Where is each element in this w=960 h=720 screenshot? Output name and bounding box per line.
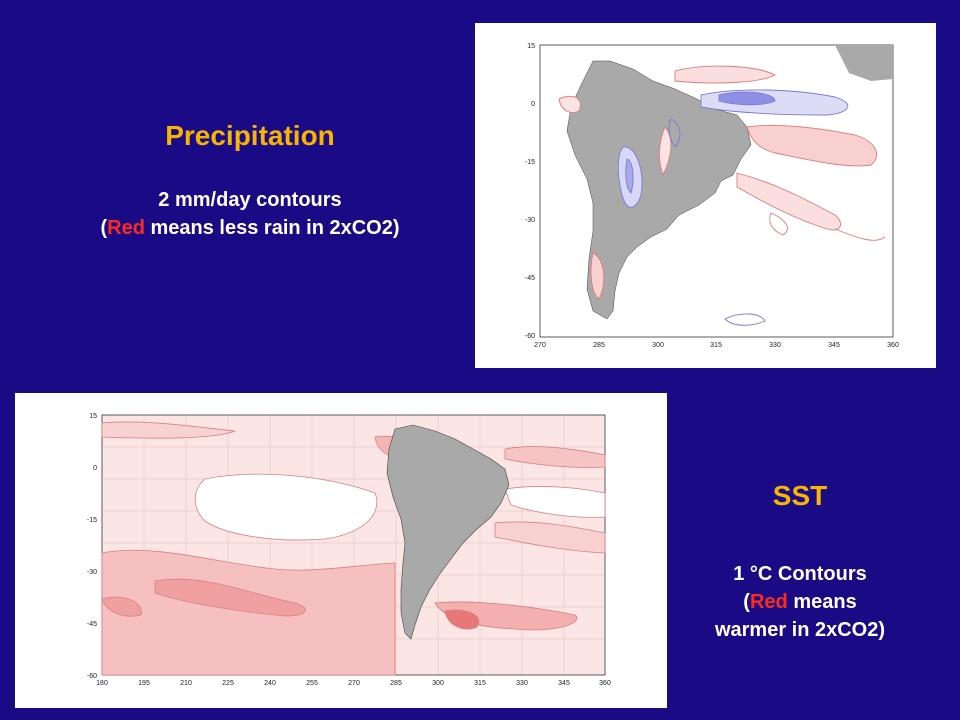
y-tick: -15: [87, 517, 97, 524]
precipitation-blue-contours: [617, 89, 849, 326]
sst-red-contours: [101, 421, 606, 676]
precipitation-line-2: (Red means less rain in 2xCO2): [40, 214, 460, 242]
sst-map-panel: 15 0 -15 -30 -45 -60 180 195 210 225 240…: [15, 393, 667, 708]
x-tick: 285: [593, 342, 605, 349]
y-tick: 15: [89, 413, 97, 420]
x-tick: 225: [222, 680, 234, 687]
sst-map: 15 0 -15 -30 -45 -60 180 195 210 225 240…: [87, 413, 611, 687]
x-tick: 345: [828, 342, 840, 349]
precipitation-red-word: Red: [107, 217, 145, 239]
x-tick: 345: [558, 680, 570, 687]
y-tick: 15: [527, 43, 535, 50]
x-tick: 300: [432, 680, 444, 687]
precipitation-title: Precipitation: [165, 120, 335, 151]
y-tick: -60: [87, 673, 97, 680]
x-tick: 270: [348, 680, 360, 687]
sst-neutral-region: [194, 473, 378, 541]
sst-description: 1 °C Contours (Red means warmer in 2xCO2…: [670, 560, 930, 644]
y-tick: -15: [525, 159, 535, 166]
x-tick: 210: [180, 680, 192, 687]
x-tick: 270: [534, 342, 546, 349]
precipitation-paren: (: [100, 217, 108, 239]
sst-title: SST: [772, 480, 828, 511]
precipitation-line-1: 2 mm/day contours: [158, 189, 342, 211]
y-tick: -30: [525, 217, 535, 224]
precipitation-map: 15 0 -15 -30 -45 -60 270 285 300 315 330…: [525, 43, 899, 349]
x-tick: 330: [769, 342, 781, 349]
x-tick: 195: [138, 680, 150, 687]
sst-line-2: (Red means: [670, 588, 930, 616]
precipitation-x-ticks: 270 285 300 315 330 345 360: [534, 342, 899, 349]
precipitation-line-2-rest: means less rain in 2xCO2): [144, 217, 400, 239]
x-tick: 240: [264, 680, 276, 687]
precipitation-description: 2 mm/day contours (Red means less rain i…: [40, 186, 460, 242]
x-tick: 315: [710, 342, 722, 349]
sst-line-2-rest: means: [787, 591, 857, 613]
x-tick: 315: [474, 680, 486, 687]
x-tick: 255: [306, 680, 318, 687]
sst-paren: (: [743, 591, 750, 613]
y-tick: -45: [87, 621, 97, 628]
sst-red-word: Red: [749, 591, 788, 613]
precipitation-red-contours: [558, 65, 886, 300]
sst-x-ticks: 180 195 210 225 240 255 270 285 300 315 …: [96, 680, 611, 687]
precipitation-land-africa: [835, 45, 893, 81]
y-tick: 0: [531, 101, 535, 108]
y-tick: -60: [525, 333, 535, 340]
y-tick: -30: [87, 569, 97, 576]
x-tick: 285: [390, 680, 402, 687]
x-tick: 360: [887, 342, 899, 349]
sst-land: [386, 424, 510, 640]
x-tick: 330: [516, 680, 528, 687]
x-tick: 300: [652, 342, 664, 349]
sst-neutral-region-east: [504, 486, 606, 518]
sst-y-ticks: 15 0 -15 -30 -45 -60: [87, 413, 97, 680]
y-tick: -45: [525, 275, 535, 282]
y-tick: 0: [93, 465, 97, 472]
x-tick: 180: [96, 680, 108, 687]
x-tick: 360: [599, 680, 611, 687]
precipitation-map-panel: 15 0 -15 -30 -45 -60 270 285 300 315 330…: [475, 23, 936, 368]
sst-line-3: warmer in 2xCO2): [714, 619, 886, 641]
sst-line-1: 1 °C Contours: [733, 563, 867, 585]
precipitation-y-ticks: 15 0 -15 -30 -45 -60: [525, 43, 535, 340]
